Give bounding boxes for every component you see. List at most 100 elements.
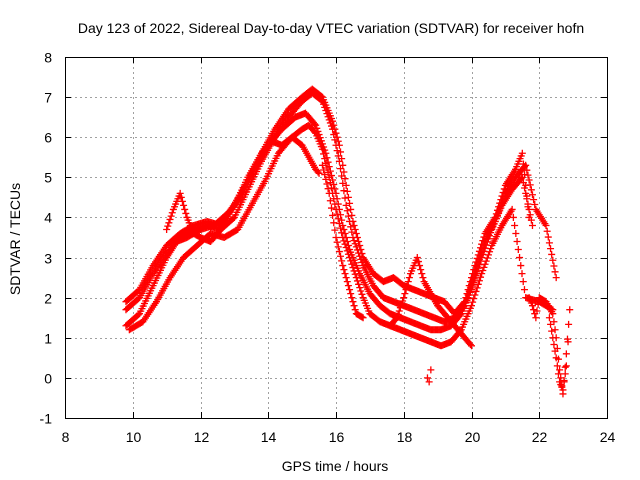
track-2-point: [350, 237, 358, 245]
track-6-point: [349, 298, 357, 306]
track-6-point: [347, 290, 355, 298]
track-2-point: [337, 165, 345, 173]
track-5-point: [163, 225, 171, 233]
track-2-point: [524, 171, 532, 179]
track-4-point: [311, 128, 319, 136]
track-1-point: [348, 211, 356, 219]
track-6-point: [324, 185, 332, 193]
track-2-point: [338, 172, 346, 180]
track-6-point: [332, 234, 340, 241]
track-2-point: [317, 96, 325, 104]
track-9-point: [551, 326, 559, 334]
track-2-point: [339, 179, 347, 187]
y-tick-label: 6: [44, 130, 52, 146]
x-tick-label: 18: [397, 429, 413, 445]
track-3-point: [471, 275, 479, 283]
track-6-point: [325, 189, 333, 197]
data-points: [122, 85, 574, 398]
track-4-point: [338, 229, 346, 237]
track-4-point: [347, 257, 355, 265]
track-6-point: [340, 266, 348, 274]
track-6-point: [338, 257, 346, 265]
track-6-point: [329, 211, 337, 219]
track-7-point: [466, 340, 474, 348]
track-10-point: [559, 386, 567, 394]
track-6-point: [344, 282, 352, 290]
track-7-point: [396, 304, 404, 312]
track-2-point: [522, 161, 530, 169]
track-5-point: [181, 205, 189, 213]
track-4-point: [351, 270, 359, 278]
track-10-point: [551, 347, 559, 355]
track-4-point: [480, 263, 488, 271]
track-6-point: [351, 306, 359, 314]
y-tick-label: 3: [44, 251, 52, 267]
track-3-point: [331, 185, 339, 193]
track-4-point: [320, 150, 328, 158]
track-7-point: [402, 286, 410, 294]
track-10-point: [548, 327, 556, 335]
track-6-point: [337, 252, 345, 260]
track-6-point: [333, 238, 341, 246]
track-4-point: [337, 224, 345, 232]
track-6-point: [334, 243, 342, 251]
y-tick-label: 8: [44, 50, 52, 66]
track-2-point: [320, 100, 328, 108]
track-2-point: [330, 131, 338, 139]
track-7-point: [468, 342, 475, 350]
track-3-point: [312, 121, 320, 129]
track-3-point: [456, 311, 464, 319]
track-4-point: [358, 290, 366, 298]
track-5-point: [182, 209, 190, 217]
y-tick-label: 5: [44, 170, 52, 186]
x-tick-label: 12: [194, 429, 210, 445]
track-4-point: [352, 274, 360, 282]
track-4-point: [484, 251, 492, 259]
track-9-point: [532, 314, 540, 322]
track-4-point: [334, 215, 342, 223]
track-7-point: [399, 297, 407, 305]
track-3-point: [518, 173, 526, 181]
track-2-point: [547, 245, 555, 253]
track-2-point: [229, 215, 237, 223]
track-1-point: [356, 242, 364, 250]
track-2-point: [321, 103, 329, 111]
track-4-point: [483, 254, 491, 262]
track-2-point: [549, 256, 557, 264]
track-4-point: [353, 277, 361, 285]
track-5-point: [167, 212, 175, 220]
track-9-point: [533, 307, 541, 315]
track-1-point: [352, 229, 360, 237]
track-9-point: [530, 306, 538, 314]
track-2-point: [551, 268, 559, 276]
track-7-point: [395, 307, 403, 315]
track-3-point: [134, 311, 142, 319]
track-4-point: [517, 262, 525, 270]
track-6-point: [335, 248, 343, 256]
track-2-point: [356, 252, 364, 260]
track-2-point: [340, 187, 348, 195]
track-3-point: [487, 229, 495, 237]
track-3-point: [519, 179, 527, 187]
track-7-point: [419, 274, 427, 282]
track-4-point: [481, 260, 489, 268]
track-3-point: [517, 175, 525, 183]
track-3-point: [521, 184, 529, 192]
track-2-point: [335, 157, 343, 165]
track-10-point: [553, 362, 561, 370]
y-tick-label: 7: [44, 90, 52, 106]
track-4-point: [340, 237, 348, 245]
track-5-point: [168, 209, 176, 217]
track-6-point: [343, 278, 351, 286]
track-10-point: [552, 354, 560, 362]
track-4-point: [339, 234, 347, 241]
track-4-point: [348, 260, 356, 268]
track-6-point: [359, 314, 367, 322]
track-3-point: [474, 264, 482, 272]
track-2-point: [334, 152, 342, 160]
track-7-point: [392, 315, 400, 323]
track-4-point: [514, 246, 522, 254]
track-7-point: [404, 278, 412, 286]
track-2-point: [357, 255, 365, 263]
